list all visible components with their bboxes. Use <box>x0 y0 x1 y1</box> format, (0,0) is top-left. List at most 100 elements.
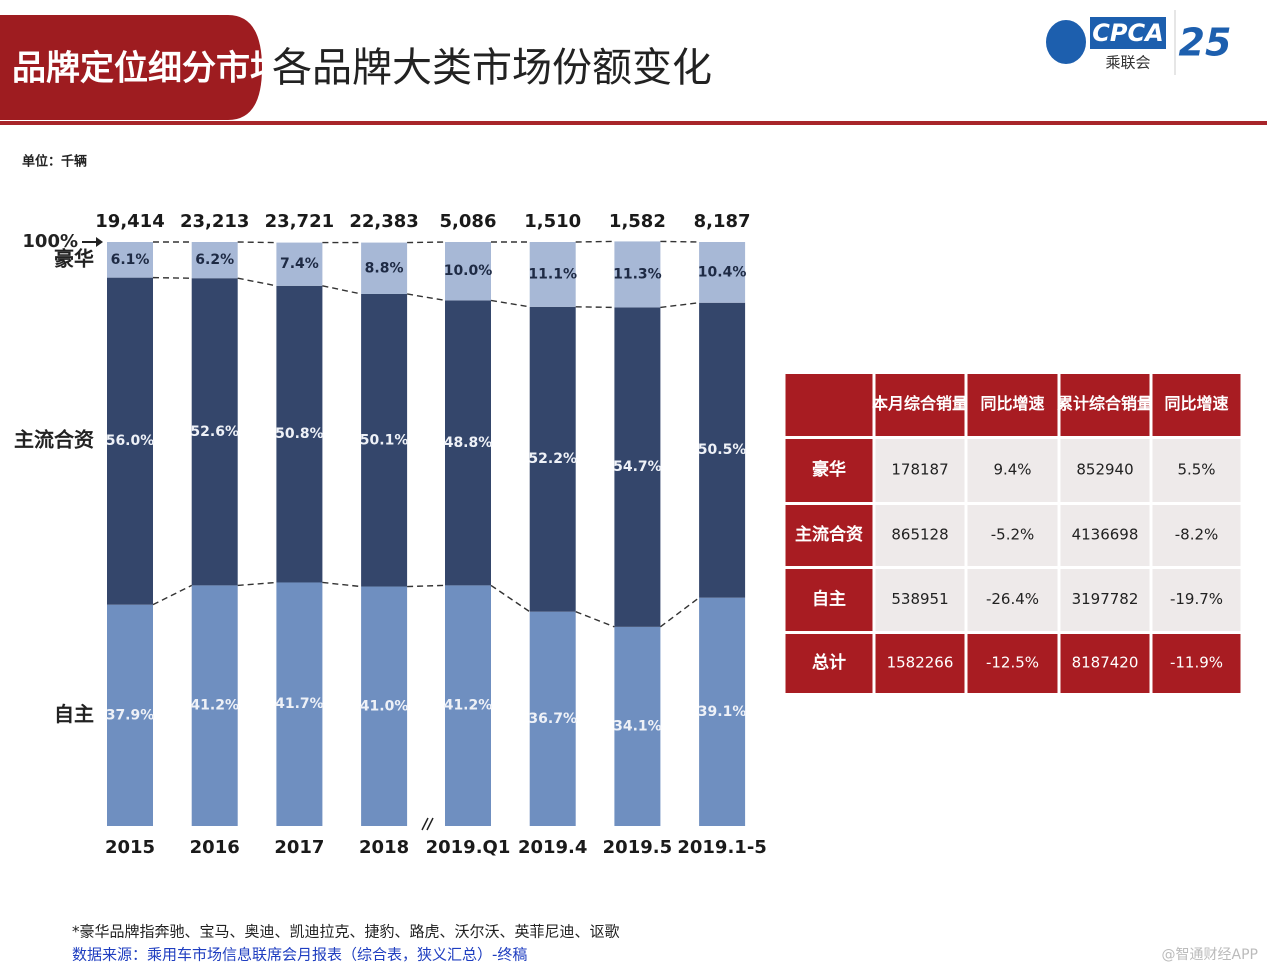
data-label: 10.4% <box>698 264 747 280</box>
table-cell-text: -11.9% <box>1170 654 1223 672</box>
unit-label: 单位：千辆 <box>22 154 87 170</box>
table-cell-text: 538951 <box>891 590 948 608</box>
table-cell <box>1152 439 1241 502</box>
total-label: 22,383 <box>349 211 418 232</box>
logo-subtext: 乘联会 <box>1105 54 1150 72</box>
bar-segment <box>614 626 661 826</box>
bar-segment <box>276 242 323 286</box>
table-cell-text: -5.2% <box>991 526 1035 544</box>
table-cell-text: 豪华 <box>812 459 846 480</box>
table-cell <box>785 374 873 436</box>
table-cell <box>967 569 1058 631</box>
bar-segment <box>529 611 576 826</box>
source-note: 数据来源：乘用车市场信息联席会月报表（综合表，狭义汇总）-终稿 <box>72 946 527 964</box>
table-cell <box>785 634 873 693</box>
data-label: 52.6% <box>190 424 239 440</box>
table-cell <box>1060 439 1150 502</box>
connector <box>406 293 446 302</box>
anniversary-logo: 25 <box>1179 21 1232 65</box>
table-cell-text: 178187 <box>891 461 948 479</box>
connector <box>322 581 362 588</box>
bar-segment <box>445 585 491 826</box>
total-label: 8,187 <box>694 211 751 232</box>
section-banner <box>0 15 262 120</box>
connector <box>659 597 700 628</box>
table-cell-text: 主流合资 <box>795 524 863 545</box>
table-header: 累计综合销量 <box>1057 394 1153 413</box>
table-cell <box>785 505 873 566</box>
table-cell <box>1060 569 1150 631</box>
data-label: 41.2% <box>444 698 493 714</box>
bar-segment <box>191 585 238 826</box>
table-header: 本月综合销量 <box>872 394 968 413</box>
data-label: 36.7% <box>528 711 577 727</box>
watermark: @智通财经APP <box>1162 947 1258 963</box>
series-label: 主流合资 <box>14 428 94 452</box>
data-label: 50.5% <box>698 442 747 458</box>
bar-segment <box>191 278 238 586</box>
table-cell-text: -12.5% <box>986 654 1039 672</box>
x-tick-label: 2017 <box>274 837 324 858</box>
connector <box>237 581 277 587</box>
x-tick-label: 2019.1-5 <box>677 837 766 858</box>
table-cell-text: 4136698 <box>1072 526 1139 544</box>
connector <box>490 299 530 308</box>
table-cell <box>875 505 965 566</box>
table-cell <box>875 374 965 436</box>
series-label: 豪华 <box>54 246 94 270</box>
bar-segment <box>276 285 323 583</box>
bar-segment <box>614 241 661 308</box>
table-cell <box>967 634 1058 693</box>
data-label: 6.1% <box>111 252 150 268</box>
table-cell <box>1152 634 1241 693</box>
data-label: 37.9% <box>106 707 155 723</box>
data-label: 11.3% <box>613 266 662 282</box>
total-label: 1,510 <box>524 211 581 232</box>
bar-segment <box>529 242 576 307</box>
bar-segment <box>276 582 323 826</box>
x-tick-label: 2016 <box>190 837 240 858</box>
table-cell <box>1060 374 1150 436</box>
data-label: 10.0% <box>444 263 493 279</box>
bar-segment <box>529 306 576 612</box>
bar-segment <box>107 242 153 278</box>
connector <box>575 611 615 628</box>
bar-segment <box>445 300 491 586</box>
connector <box>490 584 531 613</box>
bar-segment <box>361 586 408 826</box>
table-cell-text: 8187420 <box>1072 654 1139 672</box>
logo-mark <box>1046 20 1086 64</box>
bar-segment <box>361 293 408 587</box>
title-rule <box>0 121 1267 125</box>
table-cell-text: -19.7% <box>1170 590 1223 608</box>
table-cell-text: 自主 <box>812 589 846 610</box>
data-label: 39.1% <box>698 704 747 720</box>
table-header: 同比增速 <box>980 394 1044 413</box>
table-cell <box>785 569 873 631</box>
data-label: 41.0% <box>360 698 409 714</box>
table-cell <box>875 569 965 631</box>
bar-segment <box>107 277 153 605</box>
data-label: 7.4% <box>280 256 319 272</box>
x-tick-label: 2019.4 <box>518 837 587 858</box>
total-label: 1,582 <box>609 211 666 232</box>
x-tick-label: 2019.Q1 <box>426 837 511 858</box>
total-label: 19,414 <box>95 211 164 232</box>
table-cell-text: -26.4% <box>986 590 1039 608</box>
connector <box>660 240 700 243</box>
connector <box>322 285 362 295</box>
arrow-head <box>96 237 103 247</box>
bar-segment <box>699 302 746 598</box>
logo-text: CPCA <box>1092 19 1163 47</box>
data-label: 54.7% <box>613 459 662 475</box>
table-cell <box>875 634 965 693</box>
table-cell-text: 852940 <box>1076 461 1133 479</box>
table-cell <box>875 439 965 502</box>
table-cell <box>967 505 1058 566</box>
data-label: 48.8% <box>444 435 493 451</box>
table-cell-text: 9.4% <box>993 461 1031 479</box>
bar-segment <box>614 307 661 627</box>
data-label: 50.1% <box>360 432 409 448</box>
table-cell <box>1152 374 1241 436</box>
